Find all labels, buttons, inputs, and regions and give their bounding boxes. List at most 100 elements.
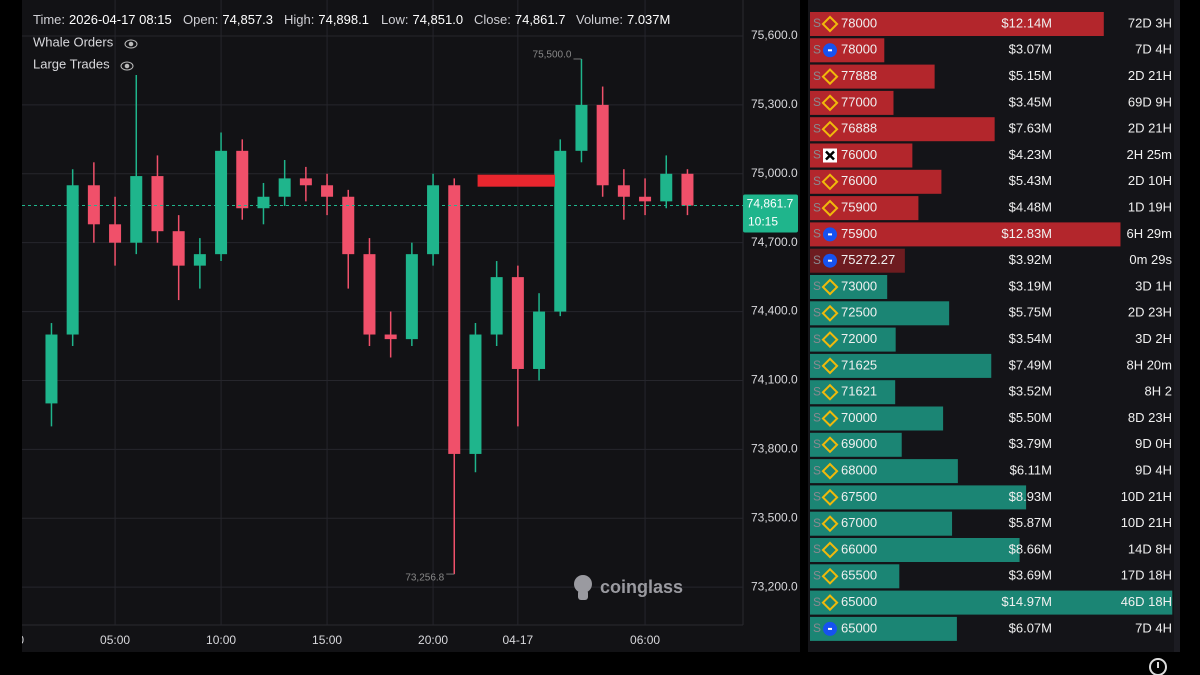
candle-body <box>533 311 546 369</box>
order-amount: $4.23M <box>1009 147 1052 162</box>
candle-body <box>384 334 397 340</box>
candle-body <box>596 104 609 186</box>
order-price: 75900 <box>841 226 877 241</box>
y-tick-label: 73,200.0 <box>751 579 798 593</box>
order-price: 65500 <box>841 568 877 583</box>
eye-icon[interactable] <box>124 39 138 49</box>
header-label: Low: <box>381 12 408 27</box>
market-label: S <box>813 568 821 582</box>
order-age: 17D 18H <box>1121 568 1172 583</box>
order-age: 9D 0H <box>1135 436 1172 451</box>
order-price: 73000 <box>841 278 877 293</box>
order-price: 67500 <box>841 489 877 504</box>
exchange-icon <box>821 515 839 533</box>
exchange-icon <box>821 94 839 112</box>
market-label: S <box>813 42 821 56</box>
exchange-icon-glyph <box>825 150 835 161</box>
order-bar <box>810 12 1104 36</box>
order-amount: $7.49M <box>1009 357 1052 372</box>
order-bar <box>810 459 958 484</box>
market-label: S <box>813 358 821 372</box>
header-value: 74,861.7 <box>515 12 566 27</box>
toggle-label[interactable]: Whale Orders <box>33 34 114 49</box>
exchange-icon <box>821 331 839 349</box>
candle-body <box>299 178 312 186</box>
header-item: Time: 2026-04-17 08:15 <box>33 12 172 27</box>
order-age: 2D 21H <box>1128 68 1172 83</box>
annotation-label: 75,500.0 <box>533 50 572 61</box>
header-value: 74,857.3 <box>222 12 273 27</box>
watermark-icon <box>574 575 592 600</box>
header-item: High: 74,898.1 <box>284 12 369 27</box>
market-label: S <box>813 621 821 635</box>
order-price: 65000 <box>841 594 877 609</box>
order-age: 69D 9H <box>1128 94 1172 109</box>
exchange-icon <box>821 383 839 401</box>
whale-order <box>477 174 555 187</box>
market-label: S <box>813 305 821 319</box>
order-bar <box>810 432 902 457</box>
candle-body <box>172 231 185 266</box>
order-price: 78000 <box>841 42 877 57</box>
y-tick-label: 73,800.0 <box>751 442 798 456</box>
order-amount: $3.79M <box>1009 436 1052 451</box>
countdown-label: 10:15 <box>748 215 778 229</box>
order-amount: $3.54M <box>1009 331 1052 346</box>
order-price: 65000 <box>841 620 877 635</box>
order-age: 7D 4H <box>1135 42 1172 57</box>
order-price: 77000 <box>841 94 877 109</box>
order-bar <box>810 222 1121 247</box>
order-amount: $12.14M <box>1001 15 1052 30</box>
order-bar <box>810 196 919 221</box>
order-age: 2D 23H <box>1128 305 1172 320</box>
order-price: 76000 <box>841 173 877 188</box>
header-value: 74,898.1 <box>318 12 369 27</box>
order-price: 72000 <box>841 331 877 346</box>
candle-body <box>681 173 694 206</box>
exchange-icon <box>821 567 839 585</box>
order-amount: $3.92M <box>1009 252 1052 267</box>
order-price: 75900 <box>841 200 877 215</box>
toggle-label[interactable]: Large Trades <box>33 56 110 71</box>
x-tick-label: 05:00 <box>100 633 130 647</box>
order-bar <box>810 511 953 536</box>
exchange-icon <box>821 462 839 480</box>
order-bar <box>810 406 944 431</box>
y-tick-label: 74,700.0 <box>751 235 798 249</box>
order-bar <box>810 564 900 589</box>
order-age: 3D 1H <box>1135 278 1172 293</box>
order-age: 8H 2 <box>1145 384 1172 399</box>
order-price: 69000 <box>841 436 877 451</box>
x-tick-label: 00:00 <box>0 633 24 647</box>
market-label: S <box>813 411 821 425</box>
header-value: 74,851.0 <box>412 12 463 27</box>
order-price: 70000 <box>841 410 877 425</box>
exchange-icon <box>821 199 839 217</box>
eye-icon[interactable] <box>120 61 134 71</box>
order-price: 72500 <box>841 305 877 320</box>
market-label: S <box>813 95 821 109</box>
exchange-icon <box>821 410 839 427</box>
exchange-icon <box>821 304 839 322</box>
order-amount: $8.66M <box>1009 541 1052 556</box>
order-age: 3D 2H <box>1135 331 1172 346</box>
exchange-icon <box>821 594 839 612</box>
settings-icon[interactable] <box>1149 658 1167 675</box>
candle-body <box>490 277 503 335</box>
candle-body <box>363 254 376 335</box>
candle-body <box>278 178 291 197</box>
x-tick-label: 10:00 <box>206 633 236 647</box>
x-tick-label: 20:00 <box>418 633 448 647</box>
candle-body <box>575 104 588 151</box>
exchange-icon <box>821 278 839 296</box>
order-age: 10D 21H <box>1121 515 1172 530</box>
x-tick-label: 04-17 <box>503 633 534 647</box>
order-bar <box>810 38 885 63</box>
order-amount: $12.83M <box>1001 226 1052 241</box>
market-label: S <box>813 542 821 556</box>
market-label: S <box>813 490 821 504</box>
candle-body <box>193 254 206 266</box>
order-amount: $5.87M <box>1009 515 1052 530</box>
market-label: S <box>813 16 821 30</box>
